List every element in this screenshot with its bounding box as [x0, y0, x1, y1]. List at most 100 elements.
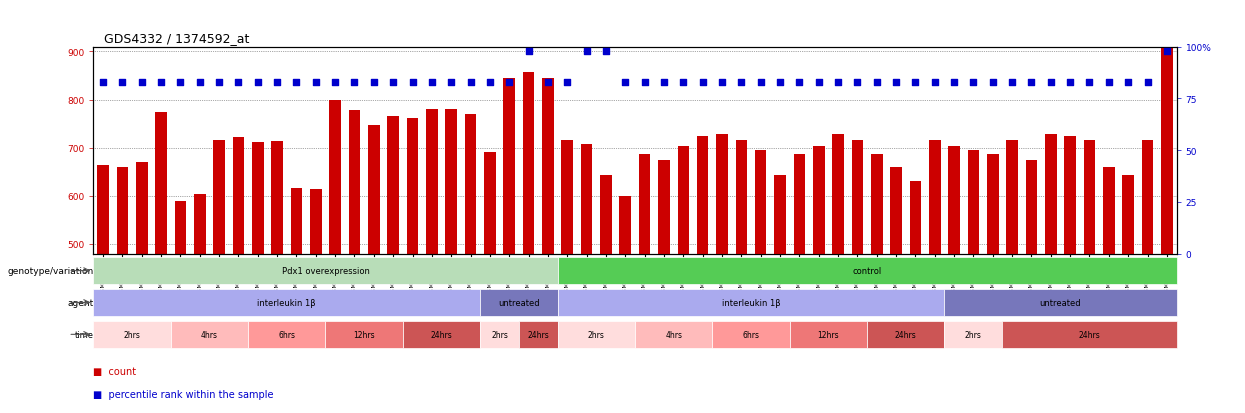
- Point: [1099, 79, 1119, 86]
- Point: [1041, 79, 1061, 86]
- Point: [306, 79, 326, 86]
- Point: [789, 79, 809, 86]
- Bar: [659, 161, 670, 254]
- Point: [383, 79, 403, 86]
- Point: [268, 79, 288, 86]
- Point: [964, 79, 984, 86]
- Bar: [793, 155, 806, 254]
- Point: [1021, 79, 1041, 86]
- Bar: [251, 142, 264, 254]
- Text: 4hrs: 4hrs: [200, 330, 218, 339]
- Text: untreated: untreated: [498, 298, 540, 307]
- Bar: [1103, 167, 1114, 254]
- Bar: [1162, 47, 1173, 254]
- Point: [1138, 79, 1158, 86]
- Text: 2hrs: 2hrs: [123, 330, 141, 339]
- Point: [461, 79, 481, 86]
- Bar: [635, 321, 712, 348]
- Point: [809, 79, 829, 86]
- Text: 12hrs: 12hrs: [818, 330, 839, 339]
- Point: [112, 79, 132, 86]
- Point: [654, 79, 674, 86]
- Text: 4hrs: 4hrs: [665, 330, 682, 339]
- Point: [925, 79, 945, 86]
- Bar: [171, 321, 248, 348]
- Text: 12hrs: 12hrs: [354, 330, 375, 339]
- Point: [828, 79, 848, 86]
- Text: 24hrs: 24hrs: [431, 330, 452, 339]
- Bar: [558, 257, 1177, 285]
- Text: genotype/variation: genotype/variation: [7, 266, 93, 275]
- Point: [229, 79, 249, 86]
- Text: ■  count: ■ count: [93, 366, 137, 376]
- Bar: [464, 115, 477, 254]
- Bar: [387, 117, 398, 254]
- Bar: [1006, 140, 1018, 254]
- Bar: [233, 138, 244, 254]
- Bar: [136, 163, 147, 254]
- Text: Pdx1 overexpression: Pdx1 overexpression: [281, 266, 370, 275]
- Bar: [600, 176, 611, 254]
- Bar: [813, 147, 824, 254]
- Bar: [987, 155, 998, 254]
- Bar: [117, 168, 128, 254]
- Point: [692, 79, 712, 86]
- Point: [479, 79, 499, 86]
- Point: [886, 79, 906, 86]
- Bar: [945, 289, 1177, 316]
- Bar: [639, 155, 650, 254]
- Bar: [949, 147, 960, 254]
- Bar: [156, 112, 167, 254]
- Bar: [1026, 161, 1037, 254]
- Bar: [248, 321, 325, 348]
- Text: 24hrs: 24hrs: [528, 330, 549, 339]
- Bar: [967, 151, 980, 254]
- Bar: [890, 167, 901, 254]
- Bar: [716, 134, 728, 254]
- Point: [905, 79, 925, 86]
- Point: [402, 79, 422, 86]
- Text: 6hrs: 6hrs: [742, 330, 759, 339]
- Point: [558, 79, 578, 86]
- Bar: [407, 119, 418, 254]
- Point: [674, 79, 693, 86]
- Bar: [580, 145, 593, 254]
- Text: 2hrs: 2hrs: [491, 330, 508, 339]
- Bar: [403, 321, 481, 348]
- Point: [576, 48, 596, 55]
- Text: 2hrs: 2hrs: [588, 330, 605, 339]
- Bar: [93, 257, 558, 285]
- Bar: [93, 289, 481, 316]
- Point: [944, 79, 964, 86]
- Point: [538, 79, 558, 86]
- Text: 24hrs: 24hrs: [895, 330, 916, 339]
- Text: 24hrs: 24hrs: [1078, 330, 1101, 339]
- Bar: [832, 134, 844, 254]
- Bar: [330, 100, 341, 254]
- Point: [731, 79, 751, 86]
- Point: [712, 79, 732, 86]
- Point: [441, 79, 461, 86]
- Point: [189, 79, 209, 86]
- Point: [422, 79, 442, 86]
- Point: [171, 79, 190, 86]
- Bar: [789, 321, 867, 348]
- Point: [848, 79, 868, 86]
- Point: [209, 79, 229, 86]
- Bar: [910, 182, 921, 254]
- Bar: [174, 201, 187, 254]
- Bar: [754, 151, 767, 254]
- Point: [132, 79, 152, 86]
- Bar: [369, 125, 380, 254]
- Bar: [290, 188, 303, 254]
- Bar: [349, 111, 360, 254]
- Bar: [852, 140, 863, 254]
- Text: ■  percentile rank within the sample: ■ percentile rank within the sample: [93, 389, 274, 399]
- Bar: [1045, 134, 1057, 254]
- Text: untreated: untreated: [1040, 298, 1082, 307]
- Bar: [542, 79, 554, 254]
- Point: [1079, 79, 1099, 86]
- Bar: [213, 140, 225, 254]
- Bar: [523, 72, 534, 254]
- Text: 2hrs: 2hrs: [965, 330, 982, 339]
